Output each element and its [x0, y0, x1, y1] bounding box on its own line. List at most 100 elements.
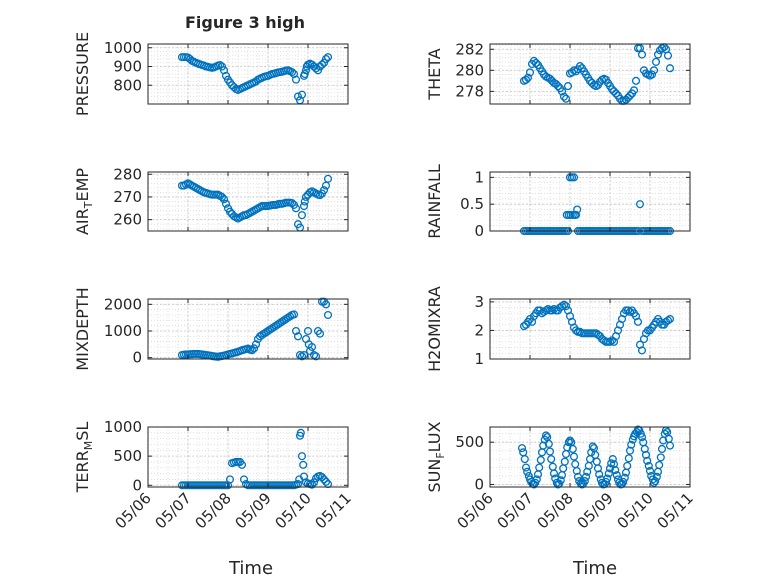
data-point — [644, 461, 653, 470]
subplot-6: 1 2 3 H2OMIXRA — [425, 286, 691, 372]
y-tick-label: 800 — [113, 76, 142, 94]
y-tick-label: 1000 — [104, 322, 142, 340]
data-point — [652, 472, 661, 481]
y-tick-label: 280 — [113, 165, 142, 183]
data-point — [592, 457, 601, 466]
y-tick-label: 0 — [132, 476, 142, 494]
data-point — [561, 302, 571, 311]
data-point — [545, 74, 555, 83]
data-point — [553, 82, 563, 91]
x-tick-label: 05/09 — [232, 489, 275, 532]
x-tick-label: 05/09 — [574, 489, 617, 532]
y-axis-label: TERRMSL — [73, 422, 95, 494]
data-point — [299, 350, 309, 360]
x-tick-label: 05/08 — [192, 489, 235, 532]
y-axis-label: AIRTEMP — [73, 168, 95, 235]
data-point — [585, 76, 595, 85]
data-point — [611, 466, 620, 475]
data-point — [257, 330, 267, 340]
data-point — [623, 93, 633, 102]
y-tick-label: 2000 — [104, 295, 142, 313]
data-point — [225, 207, 235, 216]
data-point — [549, 469, 559, 478]
y-tick-label: 1 — [474, 168, 484, 186]
data-point — [521, 463, 531, 472]
data-point — [653, 50, 663, 59]
data-point — [525, 68, 535, 77]
data-point — [593, 464, 603, 473]
data-point — [541, 306, 551, 315]
axes-box — [489, 43, 691, 105]
data-point — [580, 477, 589, 486]
y-axis-label: RAINFALL — [425, 164, 444, 239]
data-point — [551, 79, 561, 89]
data-point — [273, 320, 283, 329]
y-axis-label: MIXDEPTH — [73, 287, 92, 370]
data-point — [267, 324, 277, 333]
data-point — [323, 310, 333, 320]
data-point — [571, 210, 581, 219]
data-point — [573, 205, 582, 214]
data-point — [607, 336, 617, 345]
data-point — [640, 444, 649, 454]
data-point — [219, 195, 229, 204]
data-point — [571, 460, 580, 469]
y-axis-label: SUNFLUX — [425, 421, 447, 492]
data-point — [295, 350, 305, 360]
data-point — [627, 440, 636, 449]
data-point — [608, 455, 617, 464]
data-point — [604, 469, 613, 478]
y-tick-label: 500 — [455, 433, 484, 451]
data-point — [536, 455, 545, 465]
data-point — [559, 300, 569, 309]
y-tick-label: 260 — [113, 211, 142, 229]
data-point — [321, 477, 331, 486]
data-point — [643, 456, 652, 465]
subplot-2: 278 280 282 THETA — [425, 40, 691, 105]
data-point — [605, 337, 615, 346]
y-tick-label: 500 — [113, 447, 142, 465]
axes-box — [147, 426, 349, 488]
data-point — [575, 62, 585, 71]
subplot-3: 260 270 280 AIRTEMP — [73, 165, 349, 235]
data-point — [300, 197, 309, 206]
data-point — [263, 326, 273, 336]
data-point — [547, 306, 557, 315]
data-point — [563, 443, 572, 452]
data-point — [609, 87, 619, 96]
data-point — [651, 477, 660, 486]
x-tick-label: 05/07 — [152, 489, 195, 532]
x-tick-label: 05/08 — [534, 489, 577, 532]
data-point — [665, 64, 675, 73]
data-point — [311, 352, 321, 361]
data-point — [321, 54, 331, 64]
x-tick-label: 05/11 — [654, 489, 697, 532]
data-point — [595, 470, 604, 479]
x-tick-label: 05/11 — [312, 489, 355, 532]
data-point — [572, 466, 581, 475]
data-point — [571, 67, 581, 76]
data-point — [547, 455, 556, 464]
data-point — [548, 462, 557, 471]
data-point — [269, 322, 279, 332]
data-point — [641, 450, 651, 459]
data-point — [297, 211, 307, 220]
data-point — [563, 82, 573, 91]
data-point — [249, 344, 259, 353]
data-point — [615, 94, 625, 103]
data-point — [665, 314, 675, 324]
data-point — [535, 463, 544, 472]
data-point — [637, 433, 647, 442]
y-tick-label: 0 — [474, 222, 484, 240]
data-point — [319, 475, 329, 484]
y-tick-label: 900 — [113, 58, 142, 76]
data-point — [307, 480, 317, 489]
data-point — [635, 200, 645, 209]
data-point — [323, 53, 333, 62]
data-point — [523, 467, 532, 476]
data-point — [297, 452, 307, 461]
data-point — [569, 173, 579, 182]
